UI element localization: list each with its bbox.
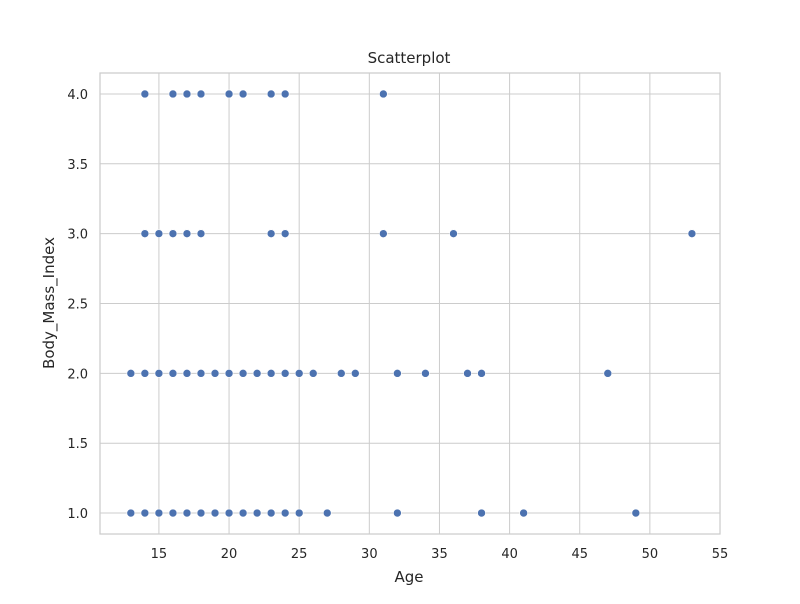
y-tick-label: 1.0 [67, 507, 88, 522]
data-point [126, 508, 136, 518]
data-point [238, 508, 248, 518]
data-point [421, 369, 430, 378]
data-point [322, 508, 332, 518]
plot-frame [99, 72, 721, 535]
data-point [238, 369, 248, 378]
data-point [463, 369, 472, 378]
data-point [280, 508, 290, 518]
x-tick-label: 45 [571, 547, 588, 562]
data-point [168, 229, 178, 238]
y-tick-label: 4.0 [67, 88, 88, 103]
x-tick-labels: 15 20 25 30 35 40 45 50 55 [151, 547, 729, 562]
data-point [224, 89, 234, 99]
data-point [140, 89, 150, 99]
data-point [196, 89, 206, 99]
x-tick-label: 25 [291, 547, 308, 562]
data-point [168, 89, 178, 99]
data-point [280, 369, 290, 378]
data-point [350, 369, 360, 378]
y-tick-label: 2.5 [67, 298, 88, 313]
data-point [280, 229, 290, 238]
x-tick-label: 40 [501, 547, 518, 562]
y-tick-labels: 1.0 1.5 2.0 2.5 3.0 3.5 4.0 [67, 88, 88, 522]
data-point [126, 369, 136, 378]
x-tick-label: 20 [221, 547, 238, 562]
data-point [252, 508, 262, 518]
data-point [210, 369, 220, 378]
chart-title: Scatterplot [368, 49, 451, 67]
y-tick-label: 2.0 [67, 367, 88, 382]
data-point [140, 369, 150, 378]
data-point [266, 508, 276, 518]
x-tick-label: 35 [431, 547, 448, 562]
data-point [477, 369, 486, 378]
x-tick-label: 30 [361, 547, 378, 562]
data-point [168, 508, 178, 518]
data-point [449, 229, 458, 238]
y-tick-label: 1.5 [67, 437, 88, 452]
data-point [687, 229, 697, 238]
data-point [477, 508, 486, 518]
y-tick-label: 3.5 [67, 158, 88, 173]
data-point [266, 369, 276, 378]
data-point [168, 369, 178, 378]
data-point [182, 229, 192, 238]
data-point [182, 369, 192, 378]
data-point [603, 369, 613, 378]
data-point [196, 508, 206, 518]
data-point [393, 369, 402, 378]
data-point [196, 369, 206, 378]
x-axis-label: Age [394, 568, 423, 586]
data-point [154, 508, 164, 518]
data-point [280, 89, 290, 99]
data-point [519, 508, 528, 518]
data-point [294, 369, 304, 378]
data-point [631, 508, 641, 518]
data-point [336, 369, 346, 378]
data-point [393, 508, 402, 518]
data-point [140, 508, 150, 518]
data-point [379, 89, 388, 99]
data-point [140, 229, 150, 238]
y-tick-label: 3.0 [67, 228, 88, 243]
data-point [196, 229, 206, 238]
data-point [266, 89, 276, 99]
data-point [224, 508, 234, 518]
x-tick-label: 50 [642, 547, 659, 562]
data-points [126, 89, 697, 518]
data-point [154, 369, 164, 378]
data-point [182, 89, 192, 99]
data-point [252, 369, 262, 378]
data-point [224, 369, 234, 378]
data-point [266, 229, 276, 238]
data-point [379, 229, 388, 238]
data-point [182, 508, 192, 518]
y-axis-label: Body_Mass_Index [40, 237, 59, 369]
data-point [238, 89, 248, 99]
data-point [308, 369, 318, 378]
data-point [294, 508, 304, 518]
data-point [210, 508, 220, 518]
x-tick-label: 55 [712, 547, 729, 562]
x-tick-label: 15 [151, 547, 168, 562]
data-point [154, 229, 164, 238]
